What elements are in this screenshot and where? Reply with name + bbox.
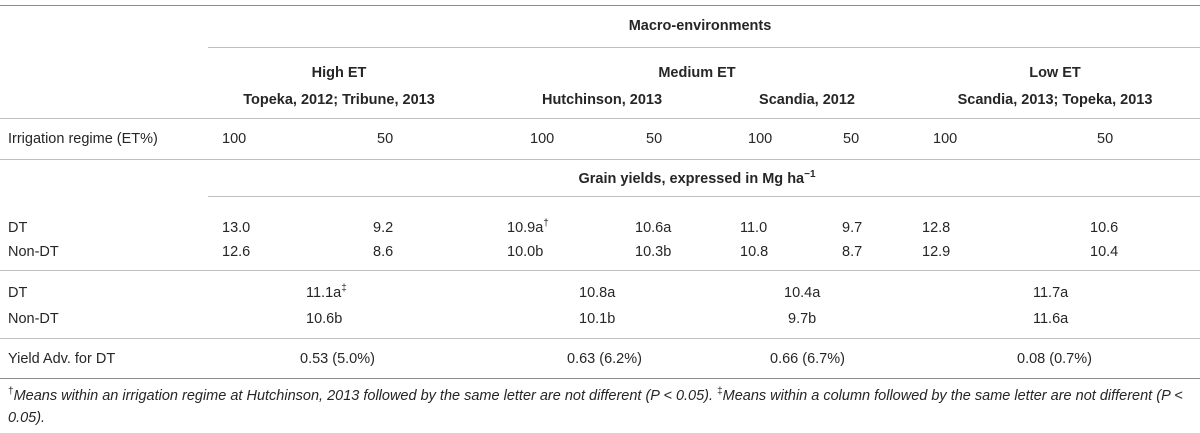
table-cell: 10.1b [579,311,616,327]
footnote-text-2: Means within a column followed by the sa… [8,388,1183,426]
table-cell: 8.7 [842,244,863,260]
table-cell: 11.0 [740,220,768,236]
header-bottom-rule [0,118,1200,119]
yield-unit-exponent: −1 [804,169,816,180]
table-cell: 0.63 (6.2%) [567,351,642,367]
table-cell: 0.08 (0.7%) [1017,351,1092,367]
table-footnote: †Means within an irrigation regime at Hu… [8,385,1194,429]
table-cell: 10.8a [579,285,616,301]
irrigation-value: 100 [222,131,247,147]
row-label-dt: DT [8,220,28,236]
table-bottom-rule [0,378,1200,379]
table-cell: 8.6 [373,244,394,260]
table-cell: 9.7 [842,220,863,236]
table-cell: 10.4a [784,285,821,301]
group-medium-et-site-a: Hutchinson, 2013 [541,92,663,108]
grain-yield-heading: Grain yields, expressed in Mg ha−1 [578,169,816,188]
row-label-yield-adv: Yield Adv. for DT [8,351,116,367]
dagger-mark: † [543,218,549,229]
table-cell: 12.6 [222,244,251,260]
table-cell: 9.7b [788,311,817,327]
footnote-double-dagger: ‡ [717,386,723,397]
table-cell: 0.66 (6.7%) [770,351,845,367]
top-rule [0,5,1200,6]
table-cell: 10.6a [635,220,672,236]
group-medium-et: Medium ET [658,65,736,81]
table-cell: 11.6a [1033,311,1069,327]
group-low-et-sites: Scandia, 2013; Topeka, 2013 [957,92,1153,108]
group-high-et: High ET [311,65,367,81]
table-cell: 11.7a [1033,285,1069,301]
row-label-non-dt: Non-DT [8,244,59,260]
group-low-et: Low ET [1029,65,1081,81]
row-label-non-dt-mean: Non-DT [8,311,59,327]
footnote-text-1: Means within an irrigation regime at Hut… [13,388,718,404]
row-label-dt-mean: DT [8,285,28,301]
table-cell: 12.9 [922,244,951,260]
irrigation-bottom-rule [0,159,1200,160]
table-cell: 10.0b [507,244,544,260]
irrigation-value: 50 [1097,131,1114,147]
irrigation-value: 50 [646,131,663,147]
table-cell: 9.2 [373,220,394,236]
table-cell: 10.8 [740,244,769,260]
table-cell: 11.1a‡ [306,283,347,302]
irrigation-value: 100 [933,131,958,147]
macro-environments-heading: Macro-environments [628,18,772,34]
table-cell: 0.53 (5.0%) [300,351,375,367]
detail-bottom-rule [0,270,1200,271]
table-cell: 10.6b [306,311,343,327]
irrigation-label: Irrigation regime (ET%) [8,131,158,147]
irrigation-value: 50 [377,131,394,147]
means-bottom-rule [0,338,1200,339]
table-cell: 13.0 [222,220,251,236]
irrigation-value: 100 [530,131,555,147]
yield-heading-rule [208,196,1200,197]
footnote-dagger: † [8,386,14,397]
double-dagger-mark: ‡ [341,283,347,294]
table-cell: 12.8 [922,220,951,236]
irrigation-value: 100 [748,131,773,147]
group-high-et-sites: Topeka, 2012; Tribune, 2013 [243,92,435,108]
table-cell: 10.3b [635,244,672,260]
table-cell: 10.9a† [507,218,549,237]
table-cell: 10.4 [1090,244,1119,260]
table-cell: 10.6 [1090,220,1119,236]
group-medium-et-site-b: Scandia, 2012 [759,92,855,108]
macro-rule [208,47,1200,48]
irrigation-value: 50 [843,131,860,147]
